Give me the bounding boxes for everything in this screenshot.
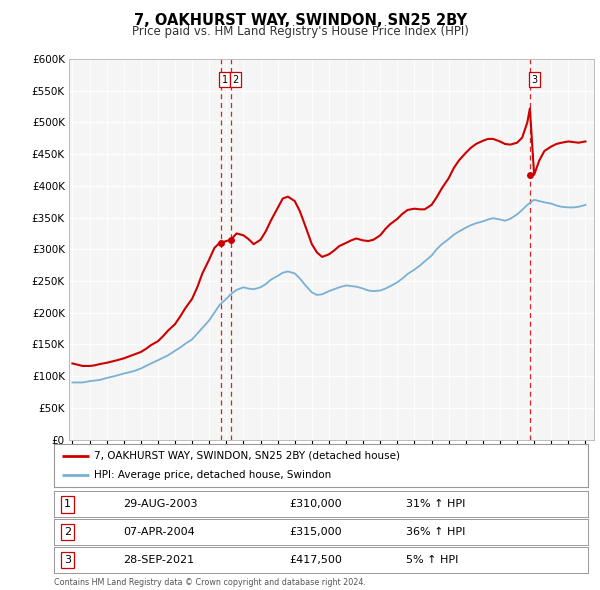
Text: 2: 2 — [64, 527, 71, 537]
Text: 5% ↑ HPI: 5% ↑ HPI — [406, 555, 459, 565]
Text: HPI: Average price, detached house, Swindon: HPI: Average price, detached house, Swin… — [94, 470, 331, 480]
Text: Contains HM Land Registry data © Crown copyright and database right 2024.: Contains HM Land Registry data © Crown c… — [54, 578, 366, 586]
Text: £417,500: £417,500 — [289, 555, 342, 565]
Text: Price paid vs. HM Land Registry's House Price Index (HPI): Price paid vs. HM Land Registry's House … — [131, 25, 469, 38]
Text: 7, OAKHURST WAY, SWINDON, SN25 2BY: 7, OAKHURST WAY, SWINDON, SN25 2BY — [133, 13, 467, 28]
Text: 3: 3 — [531, 75, 538, 85]
Text: £315,000: £315,000 — [289, 527, 341, 537]
Text: 36% ↑ HPI: 36% ↑ HPI — [406, 527, 466, 537]
Text: 2: 2 — [232, 75, 239, 85]
Text: 07-APR-2004: 07-APR-2004 — [124, 527, 195, 537]
Text: 7, OAKHURST WAY, SWINDON, SN25 2BY (detached house): 7, OAKHURST WAY, SWINDON, SN25 2BY (deta… — [94, 451, 400, 461]
Text: 3: 3 — [64, 555, 71, 565]
Text: 1: 1 — [222, 75, 228, 85]
Text: 28-SEP-2021: 28-SEP-2021 — [124, 555, 194, 565]
Text: 1: 1 — [64, 500, 71, 509]
Text: £310,000: £310,000 — [289, 500, 341, 509]
Text: 31% ↑ HPI: 31% ↑ HPI — [406, 500, 466, 509]
Text: 29-AUG-2003: 29-AUG-2003 — [124, 500, 198, 509]
